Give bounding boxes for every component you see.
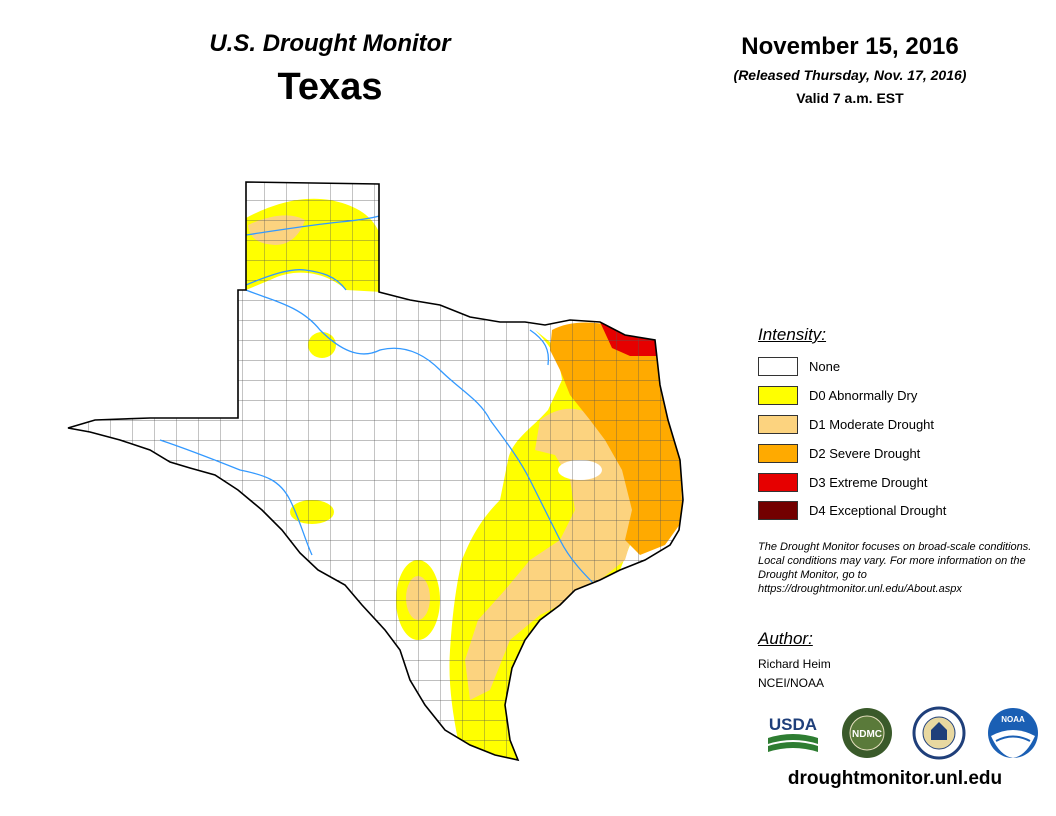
legend-label: D1 Moderate Drought: [809, 416, 935, 432]
noaa-logo-text: NOAA: [1001, 715, 1025, 724]
release-date: (Released Thursday, Nov. 17, 2016): [733, 67, 967, 83]
state-title: Texas: [277, 66, 383, 108]
legend-swatch: [758, 356, 798, 376]
legend-item-d1: D1 Moderate Drought: [758, 414, 934, 434]
legend-swatch: [758, 472, 798, 492]
legend-item-d0: D0 Abnormally Dry: [758, 385, 917, 405]
noaa-logo: NOAA: [988, 708, 1038, 758]
map-date: November 15, 2016: [741, 33, 959, 60]
ndmc-logo-text: NDMC: [852, 729, 882, 740]
usda-logo: USDA: [768, 715, 818, 752]
legend-item-none: None: [758, 356, 840, 376]
legend-swatch: [758, 443, 798, 463]
ndmc-logo: NDMC: [842, 708, 892, 758]
legend-item-d2: D2 Severe Drought: [758, 443, 920, 463]
website-link[interactable]: droughtmonitor.unl.edu: [787, 768, 1003, 789]
legend-swatch: [758, 385, 798, 405]
legend-swatch: [758, 414, 798, 434]
legend-label: None: [809, 358, 841, 374]
rivers: [159, 214, 601, 591]
legend-label: D4 Exceptional Drought: [809, 502, 947, 518]
author-org: NCEI/NOAA: [758, 676, 825, 690]
disclaimer-note: The Drought Monitor focuses on broad-sca…: [758, 541, 1032, 595]
legend-label: D2 Severe Drought: [809, 445, 921, 461]
commerce-seal-logo: [912, 706, 966, 760]
monitor-title: U.S. Drought Monitor: [209, 30, 451, 57]
valid-time: Valid 7 a.m. EST: [796, 90, 904, 106]
author-name: Richard Heim: [758, 657, 831, 671]
legend-item-d4: D4 Exceptional Drought: [758, 500, 946, 520]
legend-label: D0 Abnormally Dry: [809, 387, 918, 403]
texas-outline: [67, 181, 684, 762]
legend-swatch: [758, 500, 798, 520]
texas-drought-map: [67, 181, 684, 762]
author-title: Author:: [758, 629, 813, 648]
usda-logo-text: USDA: [769, 715, 817, 734]
legend-title: Intensity:: [758, 325, 827, 344]
legend-item-d3: D3 Extreme Drought: [758, 472, 928, 492]
legend-label: D3 Extreme Drought: [809, 474, 928, 490]
